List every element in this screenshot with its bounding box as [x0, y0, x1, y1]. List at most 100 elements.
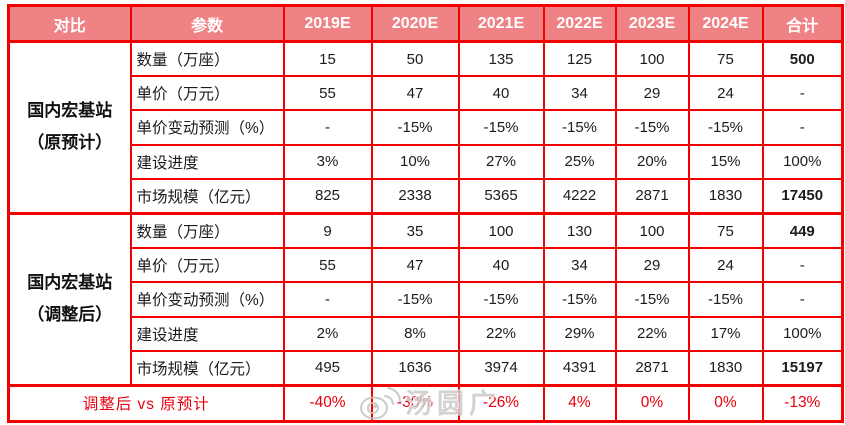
cell-value: 825 — [282, 177, 373, 215]
table-body: 国内宏基站 （原预计） 数量（万座） 15 50 135 125 100 75 500 单价（万元）… — [7, 40, 844, 423]
row-label: 数量（万座） — [129, 211, 285, 250]
cell-value: 100 — [614, 211, 690, 250]
cell-value: 5365 — [457, 177, 545, 215]
cell-total: - — [761, 109, 844, 146]
footer-value: 0% — [614, 383, 690, 423]
header-total: 合计 — [761, 4, 844, 43]
cell-total: 15197 — [761, 349, 844, 387]
cell-value: 29 — [614, 247, 690, 284]
table-row: 单价变动预测（%） - -15% -15% -15% -15% -15% - — [9, 281, 844, 318]
cell-value: 3974 — [457, 349, 545, 387]
cell-total: 500 — [761, 40, 844, 78]
header-year: 2023E — [614, 4, 690, 43]
cell-value: 17% — [687, 315, 764, 352]
group-label-line2: （调整后） — [27, 305, 113, 325]
table-row: 单价（万元） 55 47 40 34 29 24- — [9, 75, 844, 112]
row-label: 建设进度 — [129, 315, 285, 352]
cell-value: 100 — [457, 211, 545, 250]
footer-value: 0% — [687, 383, 764, 423]
row-label: 单价（万元） — [129, 247, 285, 284]
cell-value: -15% — [614, 109, 690, 146]
header-year: 2024E — [687, 4, 764, 43]
row-label: 市场规模（亿元） — [129, 349, 285, 387]
row-label: 单价变动预测（%） — [129, 281, 285, 318]
cell-value: 27% — [457, 143, 545, 180]
cell-value: 3% — [282, 143, 373, 180]
cell-value: 75 — [687, 40, 764, 78]
cell-total: - — [761, 75, 844, 112]
cell-value: 100 — [614, 40, 690, 78]
cell-value: 135 — [457, 40, 545, 78]
row-label: 市场规模（亿元） — [129, 177, 285, 215]
cell-value: 40 — [457, 75, 545, 112]
cell-value: 25% — [542, 143, 617, 180]
cell-value: -15% — [542, 109, 617, 146]
table-row: 建设进度 3% 10% 27% 25% 20% 15% 100% — [9, 143, 844, 180]
group-label-line1: 国内宏基站 — [27, 273, 113, 293]
cell-value: 47 — [370, 247, 460, 284]
cell-value: 2338 — [370, 177, 460, 215]
footer-label: 调整后 vs 原预计 — [7, 383, 285, 423]
header-year: 2019E — [282, 4, 373, 43]
cell-value: 22% — [457, 315, 545, 352]
table-row: 市场规模（亿元） 495 1636 3974 4391 2871 1830 15197 — [9, 349, 844, 387]
footer-total: -13% — [761, 383, 844, 423]
cell-value: 9 — [282, 211, 373, 250]
table-row: 单价（万元） 55 47 40 34 29 24- — [9, 247, 844, 284]
footer-value: -30% — [370, 383, 460, 423]
header-year: 2020E — [370, 4, 460, 43]
cell-value: 29 — [614, 75, 690, 112]
header-compare: 对比 — [7, 4, 132, 43]
cell-value: 22% — [614, 315, 690, 352]
header-year: 2021E — [457, 4, 545, 43]
footer-value: 4% — [542, 383, 617, 423]
cell-value: 125 — [542, 40, 617, 78]
cell-value: 35 — [370, 211, 460, 250]
cell-value: -15% — [542, 281, 617, 318]
table-row: 单价变动预测（%） - -15% -15% -15% -15% -15% - — [9, 109, 844, 146]
cell-value: 1830 — [687, 349, 764, 387]
cell-value: 55 — [282, 247, 373, 284]
row-label: 建设进度 — [129, 143, 285, 180]
cell-total: - — [761, 247, 844, 284]
group-label-line1: 国内宏基站 — [27, 101, 113, 121]
cell-value: -15% — [687, 281, 764, 318]
cell-value: - — [282, 109, 373, 146]
table-row: 国内宏基站 （原预计） 数量（万座） 15 50 135 125 100 75 500 — [7, 40, 844, 215]
cell-value: 24 — [687, 75, 764, 112]
cell-value: 1830 — [687, 177, 764, 215]
cell-value: 40 — [457, 247, 545, 284]
cell-value: 495 — [282, 349, 373, 387]
footer-row: 调整后 vs 原预计 -40% -30% -26% 4% 0% 0% -13% — [7, 383, 844, 423]
footer-value: -26% — [457, 383, 545, 423]
cell-value: 34 — [542, 247, 617, 284]
cell-value: 1636 — [370, 349, 460, 387]
group-label-line2: （原预计） — [27, 133, 113, 153]
cell-value: 15 — [282, 40, 373, 78]
cell-value: 24 — [687, 247, 764, 284]
cell-value: 50 — [370, 40, 460, 78]
cell-value: 10% — [370, 143, 460, 180]
header-year: 2022E — [542, 4, 617, 43]
cell-value: -15% — [457, 109, 545, 146]
cell-value: -15% — [370, 281, 460, 318]
header-parameter: 参数 — [129, 4, 285, 43]
cell-value: 4391 — [542, 349, 617, 387]
cell-value: -15% — [614, 281, 690, 318]
table-row: 市场规模（亿元） 825 2338 5365 4222 2871 1830 17450 — [9, 177, 844, 215]
cell-value: -15% — [370, 109, 460, 146]
cell-total: 100% — [761, 143, 844, 180]
cell-value: 20% — [614, 143, 690, 180]
row-label: 单价（万元） — [129, 75, 285, 112]
table-row: 国内宏基站 （调整后） 数量（万座） 9 35 100 130 100 75 449 — [7, 211, 844, 387]
cell-value: 75 — [687, 211, 764, 250]
forecast-table-wrap: 对比 参数 2019E 2020E 2021E 2022E 2023E 2024E 合计 国内宏… — [7, 4, 844, 423]
row-label: 数量（万座） — [129, 40, 285, 78]
cell-total: 17450 — [761, 177, 844, 215]
cell-total: 449 — [761, 211, 844, 250]
group-label: 国内宏基站 （原预计） — [7, 40, 132, 215]
cell-value: 34 — [542, 75, 617, 112]
row-label: 单价变动预测（%） — [129, 109, 285, 146]
cell-value: 130 — [542, 211, 617, 250]
